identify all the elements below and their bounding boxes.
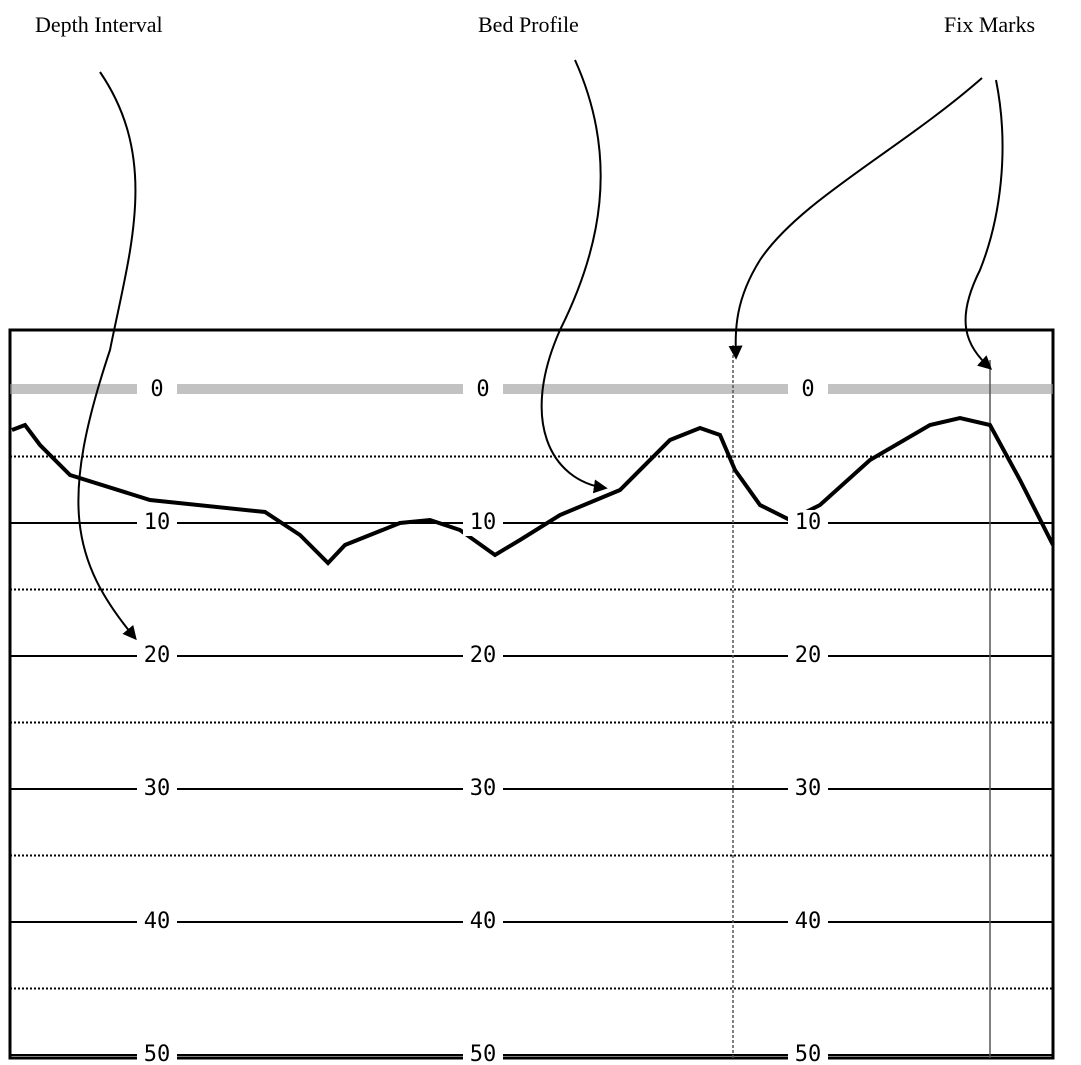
depth-label: 30 xyxy=(795,776,822,801)
depth-label: 40 xyxy=(144,909,171,934)
annotation: Fix Marks xyxy=(944,12,1035,37)
depth-label: 10 xyxy=(144,510,171,535)
bed-profile xyxy=(12,418,1053,563)
depth-label: 0 xyxy=(801,377,814,402)
depth-label: 20 xyxy=(470,643,497,668)
depth-label: 20 xyxy=(795,643,822,668)
depth-label: 30 xyxy=(470,776,497,801)
arrow xyxy=(78,72,135,638)
depth-label: 30 xyxy=(144,776,171,801)
depth-label: 50 xyxy=(144,1042,171,1065)
depth-label: 10 xyxy=(470,510,497,535)
depth-label: 0 xyxy=(476,377,489,402)
depth-label: 0 xyxy=(150,377,163,402)
depth-label: 10 xyxy=(795,510,822,535)
arrow xyxy=(966,80,1003,368)
arrow xyxy=(542,60,605,488)
chart-frame xyxy=(10,330,1053,1058)
depth-label: 50 xyxy=(470,1042,497,1065)
page: Depth Interval Bed Profile Fix Marks 0 0 0… xyxy=(0,0,1081,1065)
echogram-figure: Depth Interval Bed Profile Fix Marks 0 0 0… xyxy=(0,0,1081,1065)
depth-label: 40 xyxy=(470,909,497,934)
depth-label: 50 xyxy=(795,1042,822,1065)
depth-label: 20 xyxy=(144,643,171,668)
annotation: Depth Interval xyxy=(35,12,163,37)
annotation: Bed Profile xyxy=(478,12,579,37)
arrow xyxy=(736,78,982,357)
depth-label: 40 xyxy=(795,909,822,934)
